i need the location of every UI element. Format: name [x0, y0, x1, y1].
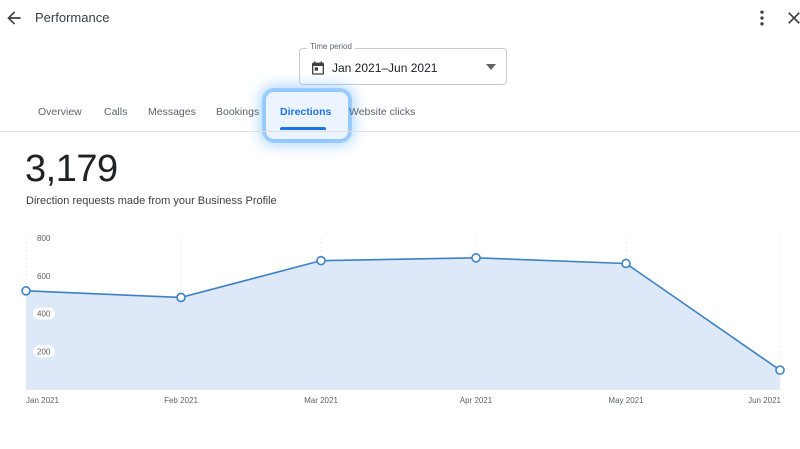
more-vert-icon[interactable] — [752, 8, 772, 28]
y-tick-label-3: 200 — [37, 347, 51, 356]
x-tick-label-1: Feb 2021 — [164, 396, 198, 405]
calendar-icon — [312, 61, 324, 75]
time-period-value: Jan 2021–Jun 2021 — [332, 61, 438, 75]
y-tick-label-2: 400 — [37, 310, 51, 319]
data-point-0[interactable] — [21, 286, 31, 296]
summary-description: Direction requests made from your Busine… — [26, 195, 277, 207]
x-axis-labels: Jan 2021 Feb 2021 Mar 2021 Apr 2021 May 2021… — [26, 396, 782, 405]
chart-area — [26, 257, 780, 389]
dropdown-arrow-icon — [486, 64, 496, 70]
tab-overview[interactable]: Overview — [38, 106, 82, 118]
y-tick-label-bg-2 — [33, 307, 55, 320]
y-tick-label-bg-3 — [33, 345, 55, 358]
data-point-2[interactable] — [316, 255, 326, 266]
data-point-1[interactable] — [176, 292, 186, 303]
time-period-label: Time period — [307, 42, 355, 51]
data-point-4[interactable] — [621, 258, 631, 269]
x-tick-label-5: Jun 2021 — [748, 396, 781, 405]
y-tick-label-0: 800 — [37, 234, 51, 243]
chart-points — [21, 253, 785, 375]
y-axis-labels: 800 600 400 200 — [33, 234, 55, 358]
top-bar: Performance — [0, 0, 800, 36]
tab-bookings[interactable]: Bookings — [216, 106, 260, 118]
tab-directions[interactable]: Directions — [280, 106, 332, 118]
arrow-back-icon[interactable] — [4, 8, 24, 28]
x-tick-label-3: Apr 2021 — [460, 396, 493, 405]
directions-chart: 800 600 400 200 Jan 2021 Feb 2021 Mar 2021 Apr… — [21, 234, 785, 405]
active-tab-indicator — [280, 127, 326, 130]
y-tick-label-1: 600 — [37, 272, 51, 281]
tab-calls[interactable]: Calls — [104, 106, 128, 118]
x-tick-label-0: Jan 2021 — [26, 396, 59, 405]
x-tick-label-4: May 2021 — [608, 396, 644, 405]
data-point-3[interactable] — [471, 253, 481, 263]
chart-line — [25, 257, 781, 371]
tab-messages[interactable]: Messages — [148, 106, 196, 118]
data-point-5[interactable] — [775, 365, 785, 375]
tab-website-clicks[interactable]: Website clicks — [349, 106, 416, 118]
x-tick-label-2: Mar 2021 — [304, 396, 338, 405]
close-icon[interactable] — [784, 8, 800, 28]
page-title: Performance — [35, 10, 110, 25]
tab-bar: Overview Calls Messages Bookings Directi… — [0, 96, 800, 132]
time-period-select[interactable]: Time period Jan 2021–Jun 2021 — [299, 42, 507, 85]
total-count: 3,179 — [25, 148, 118, 190]
